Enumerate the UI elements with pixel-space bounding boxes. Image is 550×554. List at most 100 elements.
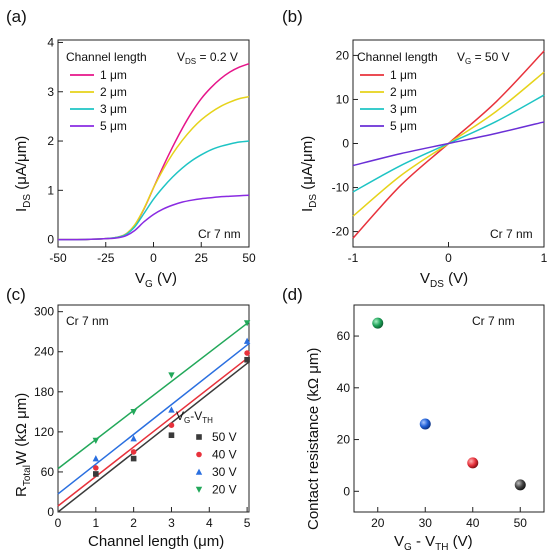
a-legend-label: 3 μm: [100, 102, 127, 116]
c-xtick-label: 1: [92, 516, 99, 530]
b-ytick-label: -10: [332, 181, 350, 195]
d-data-point: [467, 457, 479, 469]
panel-b-label: (b): [282, 7, 303, 26]
a-ytick-label: 2: [47, 134, 54, 148]
d-ytick-label: 40: [337, 381, 351, 395]
c-data-point: [168, 406, 175, 413]
panel-c-xlabel: Channel length (μm): [88, 533, 224, 550]
panel-b-legend-title: Channel length: [357, 50, 438, 64]
panel-d-note: Cr 7 nm: [472, 314, 515, 328]
d-xtick-label: 30: [419, 516, 433, 530]
panel-d-frame: [353, 304, 545, 513]
panel-c-ticks: 0 1 2 3 4 5 0 60 120 180 240 300: [34, 305, 251, 530]
c-data-point: [243, 337, 251, 344]
a-ytick-label: 4: [47, 35, 54, 49]
b-legend-label: 2 μm: [390, 85, 417, 99]
d-data-point: [514, 479, 526, 491]
b-legend-label: 5 μm: [390, 119, 417, 133]
a-series-line: [57, 62, 250, 241]
c-xtick-label: 5: [244, 516, 251, 530]
c-data-point: [93, 465, 99, 471]
a-series-line: [57, 140, 250, 241]
c-fit-line: [57, 356, 250, 507]
panel-d-xlabel: VG - VTH (V): [394, 533, 473, 553]
b-ytick-label: 20: [336, 48, 350, 62]
a-ytick-label: 3: [47, 85, 54, 99]
d-data-point: [419, 418, 431, 430]
panel-c-legend-title: VG-VTH: [176, 409, 213, 425]
c-ytick-label: 240: [34, 345, 54, 359]
c-legend-label: 30 V: [212, 465, 237, 479]
c-legend-label: 20 V: [212, 483, 237, 497]
a-xtick-label: 50: [242, 251, 256, 265]
panel-d-label: (d): [282, 285, 303, 304]
c-legend-marker: [195, 468, 203, 475]
c-legend-marker: [195, 486, 203, 493]
panel-c: (c) 0 1 2 3 4 5 0 60 120 180 240 300 VG-VTH 50 V 40 …: [6, 285, 251, 550]
panel-b-ylabel: IDS (μA/μm): [299, 136, 319, 212]
panel-c-note: Cr 7 nm: [66, 314, 109, 328]
c-data-point: [168, 372, 175, 379]
c-legend-marker: [196, 451, 202, 458]
panel-a-legend: Channel length 1 μm 2 μm 3 μm 5 μm: [66, 50, 147, 133]
c-data-point: [130, 455, 137, 462]
panel-c-label: (c): [6, 285, 26, 304]
b-xtick-label: -1: [348, 251, 359, 265]
d-data-point: [372, 317, 384, 329]
c-xtick-label: 3: [168, 516, 175, 530]
panel-a-label: (a): [6, 7, 27, 26]
c-data-point: [130, 435, 137, 442]
c-data-point: [130, 449, 137, 455]
c-data-point: [130, 409, 137, 416]
d-ytick-label: 0: [343, 484, 350, 498]
panel-c-ylabel: RTotalW (kΩ μm): [13, 393, 33, 497]
c-fit-line: [57, 342, 250, 495]
c-data-point: [244, 356, 250, 363]
c-xtick-label: 4: [206, 516, 213, 530]
a-xtick-label: -50: [49, 251, 67, 265]
c-data-point: [92, 455, 100, 462]
panel-a-note: Cr 7 nm: [198, 227, 241, 241]
panel-a-legend-title: Channel length: [66, 50, 147, 64]
d-xtick-label: 40: [466, 516, 480, 530]
c-ytick-label: 0: [47, 505, 54, 519]
c-data-point: [168, 432, 175, 439]
panel-d: (d) 20 30 40 50 0 20 40 60 Cr 7 nm VG - VTH (V)…: [282, 285, 545, 553]
panel-b-condition: VG = 50 V: [457, 50, 510, 66]
c-ytick-label: 180: [34, 385, 54, 399]
b-xtick-label: 0: [445, 251, 452, 265]
panel-a-ylabel: IDS (μA/μm): [13, 136, 33, 212]
d-xtick-label: 50: [514, 516, 528, 530]
c-xtick-label: 2: [130, 516, 137, 530]
b-series-line: [352, 50, 545, 239]
panel-a-xlabel: VG (V): [135, 270, 177, 290]
c-ytick-label: 300: [34, 305, 54, 319]
panel-c-legend: VG-VTH 50 V 40 V 30 V 20 V: [176, 409, 237, 497]
panel-c-fit-lines: [57, 321, 250, 513]
panel-b-legend: Channel length 1 μm 2 μm 3 μm 5 μm: [357, 50, 438, 133]
c-xtick-label: 0: [55, 516, 62, 530]
a-ytick-label: 1: [47, 183, 54, 197]
panel-b-curves: [352, 50, 545, 239]
b-ytick-label: 10: [336, 92, 350, 106]
c-ytick-label: 60: [41, 465, 55, 479]
a-ytick-label: 0: [47, 233, 54, 247]
a-legend-label: 1 μm: [100, 68, 127, 82]
a-series-line: [57, 95, 250, 241]
c-data-point: [93, 471, 99, 477]
a-legend-label: 2 μm: [100, 85, 127, 99]
c-data-point: [92, 437, 100, 444]
a-xtick-label: 0: [150, 251, 157, 265]
c-legend-label: 50 V: [212, 430, 237, 444]
panel-a-curves: [57, 62, 250, 241]
b-legend-label: 1 μm: [390, 68, 417, 82]
panel-a-frame: [57, 39, 250, 248]
panel-d-ylabel: Contact resistance (kΩ μm): [305, 348, 322, 530]
c-fit-line: [57, 321, 250, 470]
d-ytick-label: 20: [337, 433, 351, 447]
c-ytick-label: 120: [34, 425, 54, 439]
b-series-line: [352, 121, 545, 167]
